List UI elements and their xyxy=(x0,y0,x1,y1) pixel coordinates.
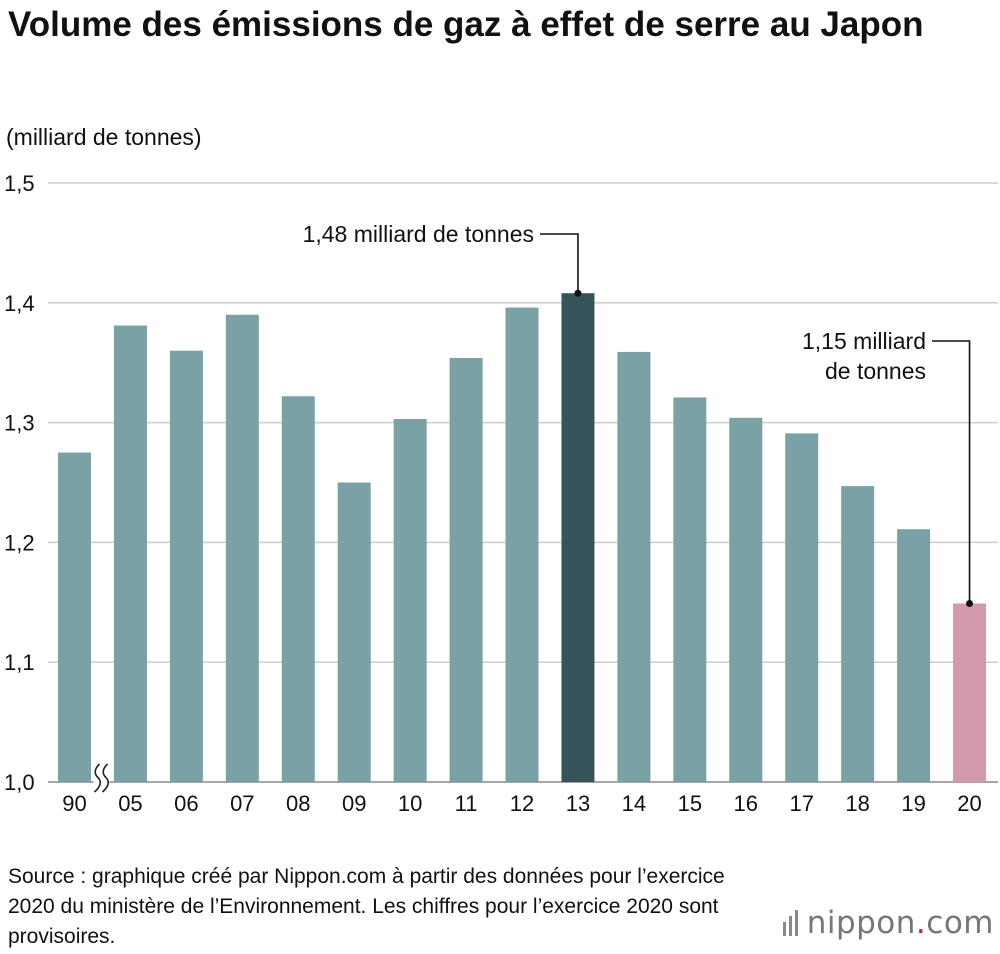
bar-17[interactable] xyxy=(785,433,819,782)
x-tick-label: 90 xyxy=(62,791,86,816)
x-tick-label: 11 xyxy=(455,791,478,816)
y-tick-label: 1,0 xyxy=(4,770,35,795)
nippon-logo[interactable]: nippon.com xyxy=(782,905,994,941)
logo-text: nippon.com xyxy=(807,905,994,941)
x-tick-label: 08 xyxy=(286,791,310,816)
bar-05[interactable] xyxy=(113,325,147,782)
y-axis-unit-label: (milliard de tonnes) xyxy=(6,124,202,150)
bar-06[interactable] xyxy=(169,350,203,782)
annotation-dot xyxy=(966,599,974,607)
annotation-leader xyxy=(932,340,971,604)
annotation-label: 1,15 milliard xyxy=(802,328,926,354)
bar-08[interactable] xyxy=(281,396,315,782)
logo-dot: . xyxy=(915,905,927,941)
x-tick-label: 05 xyxy=(118,791,142,816)
x-tick-label: 06 xyxy=(174,791,198,816)
y-axis-ticks: 1,0 1,1 1,2 1,3 1,4 1,5 xyxy=(4,171,35,795)
bar-10[interactable] xyxy=(393,419,427,782)
y-tick-label: 1,4 xyxy=(4,291,35,316)
bar-18[interactable] xyxy=(841,486,875,782)
x-tick-label: 20 xyxy=(957,791,981,816)
x-tick-label: 12 xyxy=(510,791,534,816)
x-tick-label: 18 xyxy=(845,791,869,816)
chart-title: Volume des émissions de gaz à effet de s… xyxy=(8,5,924,44)
x-axis-ticks: 90 05 06 07 08 09 10 11 12 13 14 15 16 17 18 19 20 xyxy=(62,791,982,816)
annotation-leader xyxy=(540,233,579,294)
x-tick-label: 10 xyxy=(398,791,422,816)
axis-break-line xyxy=(93,763,102,793)
x-tick-label: 09 xyxy=(342,791,366,816)
bar-20[interactable] xyxy=(953,603,987,782)
y-tick-label: 1,5 xyxy=(4,171,35,196)
x-tick-label: 19 xyxy=(901,791,925,816)
bar-09[interactable] xyxy=(337,482,371,783)
y-tick-label: 1,3 xyxy=(4,411,35,436)
x-tick-label: 14 xyxy=(622,791,646,816)
x-tick-label: 13 xyxy=(566,791,590,816)
source-note: Source : graphique créé par Nippon.com à… xyxy=(8,865,725,948)
annotation-label: 1,48 milliard de tonnes xyxy=(303,221,534,247)
bar-11[interactable] xyxy=(449,357,483,782)
bar-14[interactable] xyxy=(617,351,651,782)
axis-break-mark xyxy=(93,760,110,793)
bar-90[interactable] xyxy=(58,452,91,782)
x-tick-label: 16 xyxy=(734,791,758,816)
bar-16[interactable] xyxy=(729,417,763,782)
bar-19[interactable] xyxy=(897,529,931,782)
logo-suffix: com xyxy=(926,905,994,941)
x-tick-label: 17 xyxy=(789,791,813,816)
nippon-bars-icon xyxy=(782,910,798,936)
bar-13[interactable] xyxy=(561,293,595,782)
y-tick-label: 1,1 xyxy=(4,650,35,675)
annotations: 1,48 milliard de tonnes 1,15 milliard de t… xyxy=(303,221,974,607)
y-tick-label: 1,2 xyxy=(4,530,35,555)
bar-07[interactable] xyxy=(225,314,259,782)
axis-break-line xyxy=(101,763,110,793)
bars xyxy=(58,293,987,783)
x-tick-label: 15 xyxy=(678,791,702,816)
x-tick-label: 07 xyxy=(230,791,254,816)
bar-15[interactable] xyxy=(673,397,707,782)
bar-chart: 1,0 1,1 1,2 1,3 1,4 1,5 90 05 06 07 08 09 10 11 12 13 1… xyxy=(4,171,998,816)
annotation-dot xyxy=(574,289,582,297)
annotation-label: de tonnes xyxy=(825,358,926,384)
logo-name: nippon xyxy=(806,905,916,941)
bar-12[interactable] xyxy=(505,307,539,782)
